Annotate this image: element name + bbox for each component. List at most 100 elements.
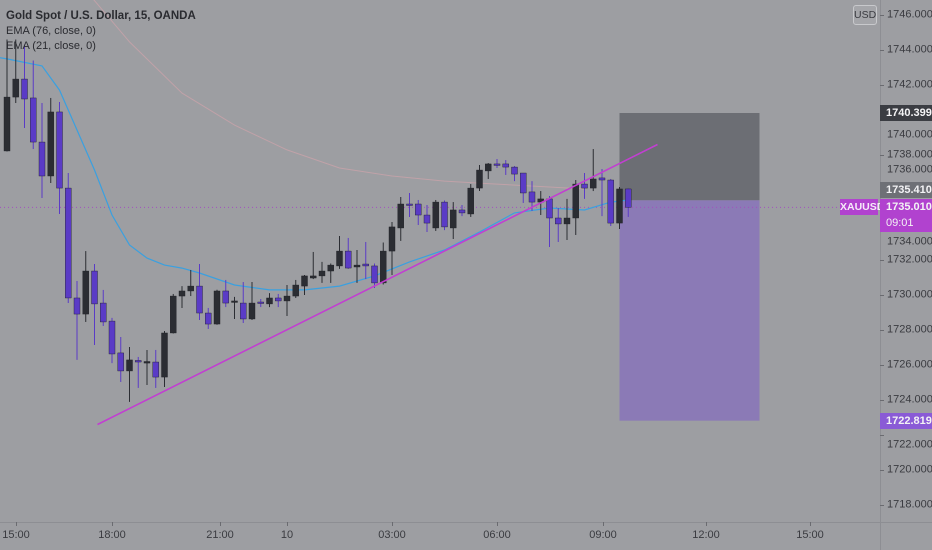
price-tick-label: 1728.000 <box>887 323 932 336</box>
currency-button[interactable]: USD <box>853 5 877 25</box>
candle[interactable] <box>362 241 369 280</box>
candle[interactable] <box>100 289 107 326</box>
candle-body <box>555 217 562 225</box>
candle-body <box>283 295 291 302</box>
candle-body <box>362 263 369 267</box>
candle[interactable] <box>607 178 614 227</box>
price-tick-mark <box>880 15 884 16</box>
candle[interactable] <box>248 282 256 321</box>
time-tick-label: 06:00 <box>483 529 511 541</box>
ema76-legend[interactable]: EMA (76, close, 0) <box>6 25 96 37</box>
candle[interactable] <box>143 349 151 385</box>
candle[interactable] <box>450 202 457 239</box>
candle[interactable] <box>458 205 466 217</box>
candle[interactable] <box>152 349 159 388</box>
candle[interactable] <box>135 356 142 388</box>
candle[interactable] <box>353 250 361 283</box>
candle[interactable] <box>283 285 291 316</box>
candle[interactable] <box>310 251 317 280</box>
ema21-legend[interactable]: EMA (21, close, 0) <box>6 40 96 52</box>
candle[interactable] <box>406 192 413 217</box>
candle[interactable] <box>30 60 37 150</box>
candle[interactable] <box>117 337 124 382</box>
candle[interactable] <box>292 279 299 298</box>
candle[interactable] <box>432 199 439 231</box>
candle[interactable] <box>126 346 133 402</box>
candle[interactable] <box>170 293 177 334</box>
candle-body <box>161 332 168 378</box>
candle[interactable] <box>240 282 247 323</box>
candle[interactable] <box>222 279 229 308</box>
time-tick-mark <box>287 522 288 526</box>
candle[interactable] <box>485 163 492 179</box>
candle[interactable] <box>327 263 334 283</box>
candle[interactable] <box>345 237 352 269</box>
candle[interactable] <box>476 164 483 192</box>
price-tick-label: 1720.000 <box>887 463 932 476</box>
candle-body <box>388 226 396 252</box>
candle[interactable] <box>423 205 431 232</box>
candle[interactable] <box>65 173 72 304</box>
candle[interactable] <box>555 208 562 242</box>
candle[interactable] <box>187 269 194 297</box>
candle-body <box>528 191 536 203</box>
candle[interactable] <box>598 169 606 217</box>
candle[interactable] <box>257 299 264 308</box>
candle[interactable] <box>572 180 579 235</box>
time-tick-label: 10 <box>280 529 294 541</box>
candle-body <box>371 265 378 284</box>
candle[interactable] <box>161 331 168 388</box>
candle[interactable] <box>3 39 11 152</box>
candle[interactable] <box>625 188 632 217</box>
candle[interactable] <box>590 149 597 192</box>
candle[interactable] <box>196 264 203 321</box>
time-tick-label: 09:00 <box>589 529 617 541</box>
candle[interactable] <box>493 159 501 168</box>
candle[interactable] <box>563 198 571 241</box>
candle[interactable] <box>336 236 343 269</box>
candle[interactable] <box>47 97 54 183</box>
candle-body <box>135 360 142 363</box>
candle[interactable] <box>91 264 98 346</box>
candle[interactable] <box>467 184 474 217</box>
candle[interactable] <box>205 307 212 329</box>
price-tick-mark <box>880 365 884 366</box>
candle[interactable] <box>108 317 116 364</box>
candle[interactable] <box>528 181 536 211</box>
candle[interactable] <box>213 289 221 325</box>
candle[interactable] <box>581 173 588 199</box>
position-target-zone <box>619 200 760 421</box>
candle[interactable] <box>301 275 308 295</box>
candle[interactable] <box>380 242 387 285</box>
candle[interactable] <box>441 200 448 231</box>
trendline[interactable] <box>97 143 658 426</box>
candle[interactable] <box>616 187 623 230</box>
candle[interactable] <box>502 160 509 175</box>
entry-price-label: 1735.410 <box>880 182 932 198</box>
candle[interactable] <box>520 172 527 203</box>
candle[interactable] <box>266 293 273 308</box>
candle[interactable] <box>511 166 518 182</box>
candle[interactable] <box>275 293 282 308</box>
candle[interactable] <box>318 261 326 283</box>
candle-body <box>598 177 606 181</box>
price-tick-mark <box>880 435 884 436</box>
candle[interactable] <box>73 281 81 360</box>
candle[interactable] <box>21 44 28 129</box>
candle[interactable] <box>415 199 422 225</box>
time-tick-label: 03:00 <box>378 529 406 541</box>
candle[interactable] <box>178 286 186 308</box>
candle[interactable] <box>38 103 46 199</box>
candle[interactable] <box>12 39 19 104</box>
candle-body <box>458 209 466 214</box>
candle[interactable] <box>82 251 89 322</box>
last-price-label: 1735.010 09:01 <box>880 199 932 232</box>
candle-body <box>607 179 614 224</box>
candle[interactable] <box>397 197 404 241</box>
candle[interactable] <box>56 101 63 214</box>
candle[interactable] <box>231 296 238 319</box>
candle[interactable] <box>546 195 553 248</box>
candle[interactable] <box>388 222 396 276</box>
candle[interactable] <box>371 263 378 289</box>
